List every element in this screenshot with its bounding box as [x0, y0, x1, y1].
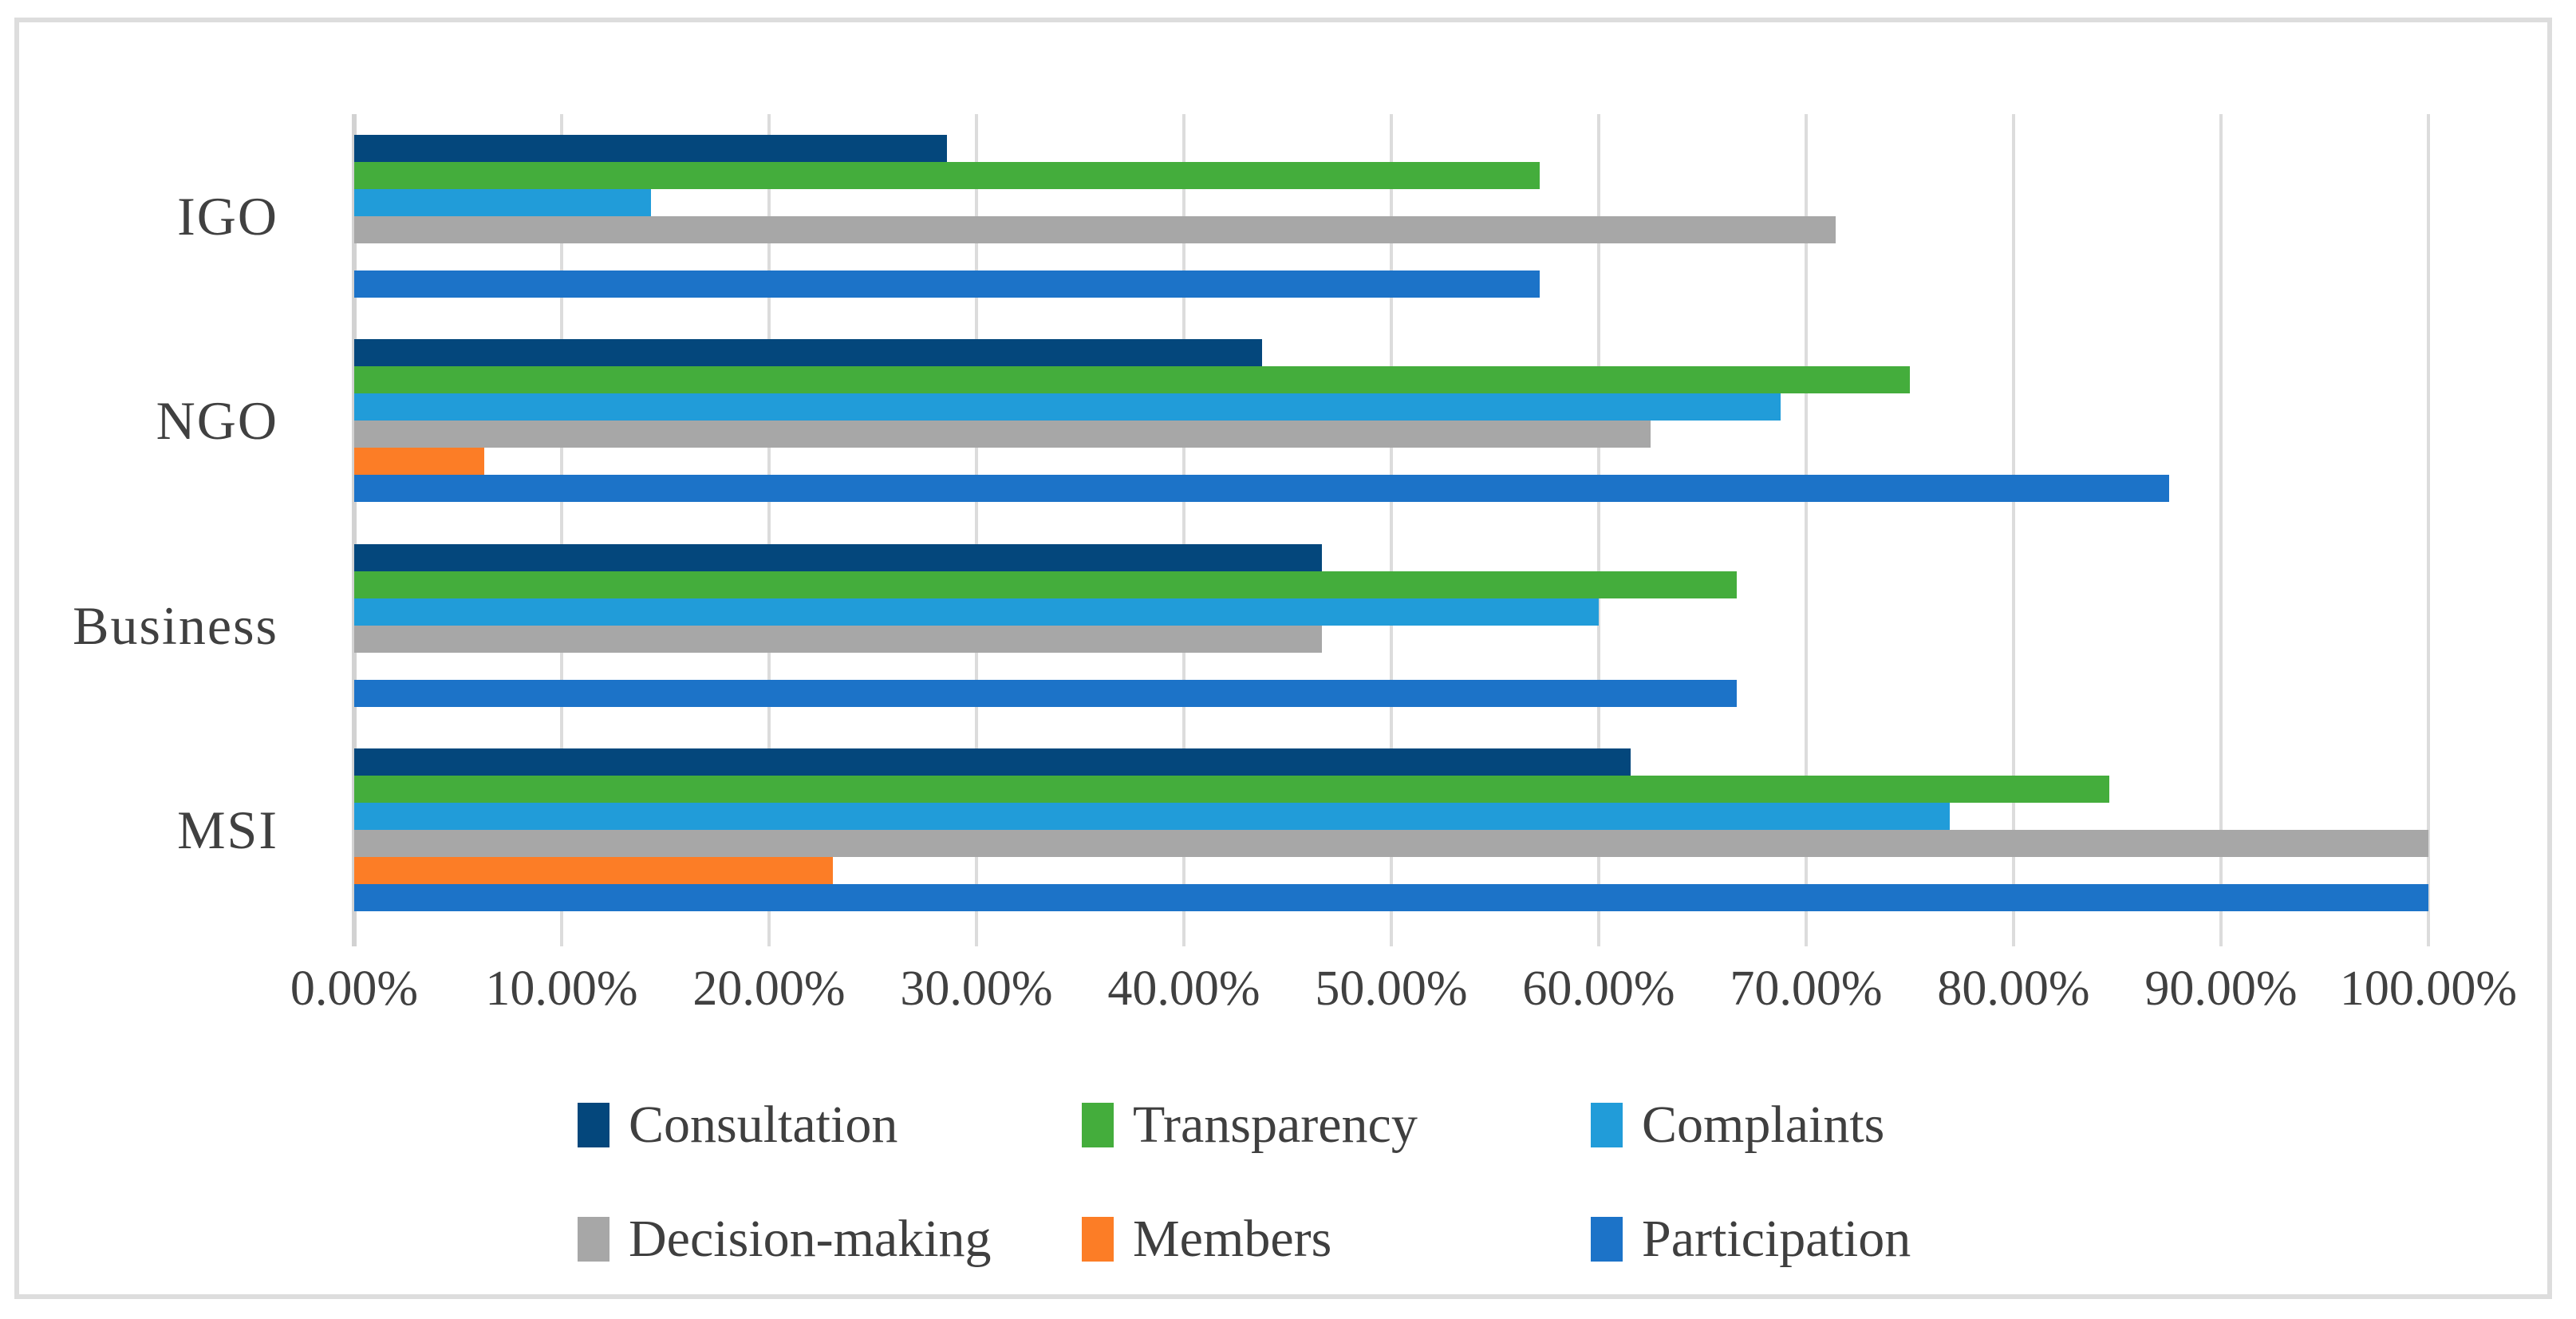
- gridline: [1182, 114, 1185, 946]
- bar-chart: IGO NGO Business MSI 0.00% 10.00% 20.00% 30.00…: [19, 22, 2547, 1294]
- bar-msi-participation: [354, 884, 2428, 911]
- legend-item-complaints: Complaints: [1591, 1096, 1885, 1154]
- bar-igo-complaints: [354, 189, 651, 216]
- legend-item-decision-making: Decision-making: [578, 1210, 992, 1268]
- bar-igo-participation: [354, 271, 1540, 298]
- category-label-msi: MSI: [177, 800, 278, 860]
- gridline: [1390, 114, 1393, 946]
- bar-msi-consultation: [354, 748, 1631, 776]
- category-label-business: Business: [73, 595, 278, 656]
- bar-ngo-members: [354, 448, 484, 475]
- category-label-ngo: NGO: [156, 390, 278, 451]
- bar-ngo-decision-making: [354, 421, 1651, 448]
- legend-swatch-transparency: [1082, 1103, 1114, 1147]
- legend-label-consultation: Consultation: [629, 1096, 898, 1154]
- chart-frame: IGO NGO Business MSI 0.00% 10.00% 20.00% 30.00…: [14, 18, 2552, 1299]
- legend-item-participation: Participation: [1591, 1210, 1911, 1268]
- bar-business-participation: [354, 680, 1738, 707]
- bar-business-transparency: [354, 571, 1738, 598]
- gridline: [1597, 114, 1600, 946]
- legend-swatch-members: [1082, 1217, 1114, 1262]
- legend-swatch-decision-making: [578, 1217, 609, 1262]
- bar-igo-consultation: [354, 135, 947, 162]
- legend-item-members: Members: [1082, 1210, 1332, 1268]
- bar-business-decision-making: [354, 626, 1323, 653]
- legend-swatch-complaints: [1591, 1103, 1623, 1147]
- gridline: [2219, 114, 2223, 946]
- legend-label-transparency: Transparency: [1133, 1096, 1418, 1154]
- bar-business-consultation: [354, 544, 1323, 571]
- gridline: [560, 114, 563, 946]
- legend-item-consultation: Consultation: [578, 1096, 898, 1154]
- bar-msi-complaints: [354, 803, 1950, 830]
- bar-group-ngo: [354, 318, 2428, 523]
- bar-ngo-complaints: [354, 393, 1781, 421]
- x-tick-label: 90.00%: [2144, 962, 2298, 1016]
- x-tick-label: 10.00%: [485, 962, 638, 1016]
- legend-swatch-consultation: [578, 1103, 609, 1147]
- legend-item-transparency: Transparency: [1082, 1096, 1418, 1154]
- legend-label-complaints: Complaints: [1642, 1096, 1885, 1154]
- gridline: [1805, 114, 1808, 946]
- x-tick-label: 0.00%: [290, 962, 419, 1016]
- x-tick-label: 60.00%: [1522, 962, 1675, 1016]
- bar-igo-transparency: [354, 162, 1540, 189]
- bar-msi-transparency: [354, 776, 2110, 803]
- legend-swatch-participation: [1591, 1217, 1623, 1262]
- gridline: [767, 114, 771, 946]
- bar-group-msi: [354, 728, 2428, 932]
- bar-msi-members: [354, 857, 834, 884]
- x-tick-label: 20.00%: [692, 962, 846, 1016]
- x-tick-label: 70.00%: [1730, 962, 1883, 1016]
- bar-msi-decision-making: [354, 830, 2428, 857]
- gridline: [2427, 114, 2430, 946]
- gridline: [975, 114, 978, 946]
- bar-ngo-transparency: [354, 366, 1910, 393]
- plot-area: [352, 114, 2430, 946]
- x-tick-label: 80.00%: [1937, 962, 2090, 1016]
- bar-business-complaints: [354, 598, 1599, 626]
- gridline: [2012, 114, 2015, 946]
- x-tick-label: 40.00%: [1107, 962, 1260, 1016]
- bar-igo-decision-making: [354, 216, 1836, 243]
- legend-label-participation: Participation: [1642, 1210, 1911, 1268]
- category-label-igo: IGO: [177, 186, 278, 247]
- x-tick-label: 50.00%: [1315, 962, 1468, 1016]
- bar-ngo-consultation: [354, 339, 1262, 366]
- legend-label-decision-making: Decision-making: [629, 1210, 992, 1268]
- x-tick-label: 100.00%: [2339, 962, 2518, 1016]
- bar-group-igo: [354, 114, 2428, 318]
- x-tick-label: 30.00%: [900, 962, 1053, 1016]
- y-axis-line: [352, 114, 357, 946]
- bar-ngo-participation: [354, 475, 2169, 502]
- legend-label-members: Members: [1133, 1210, 1332, 1268]
- bar-group-business: [354, 523, 2428, 728]
